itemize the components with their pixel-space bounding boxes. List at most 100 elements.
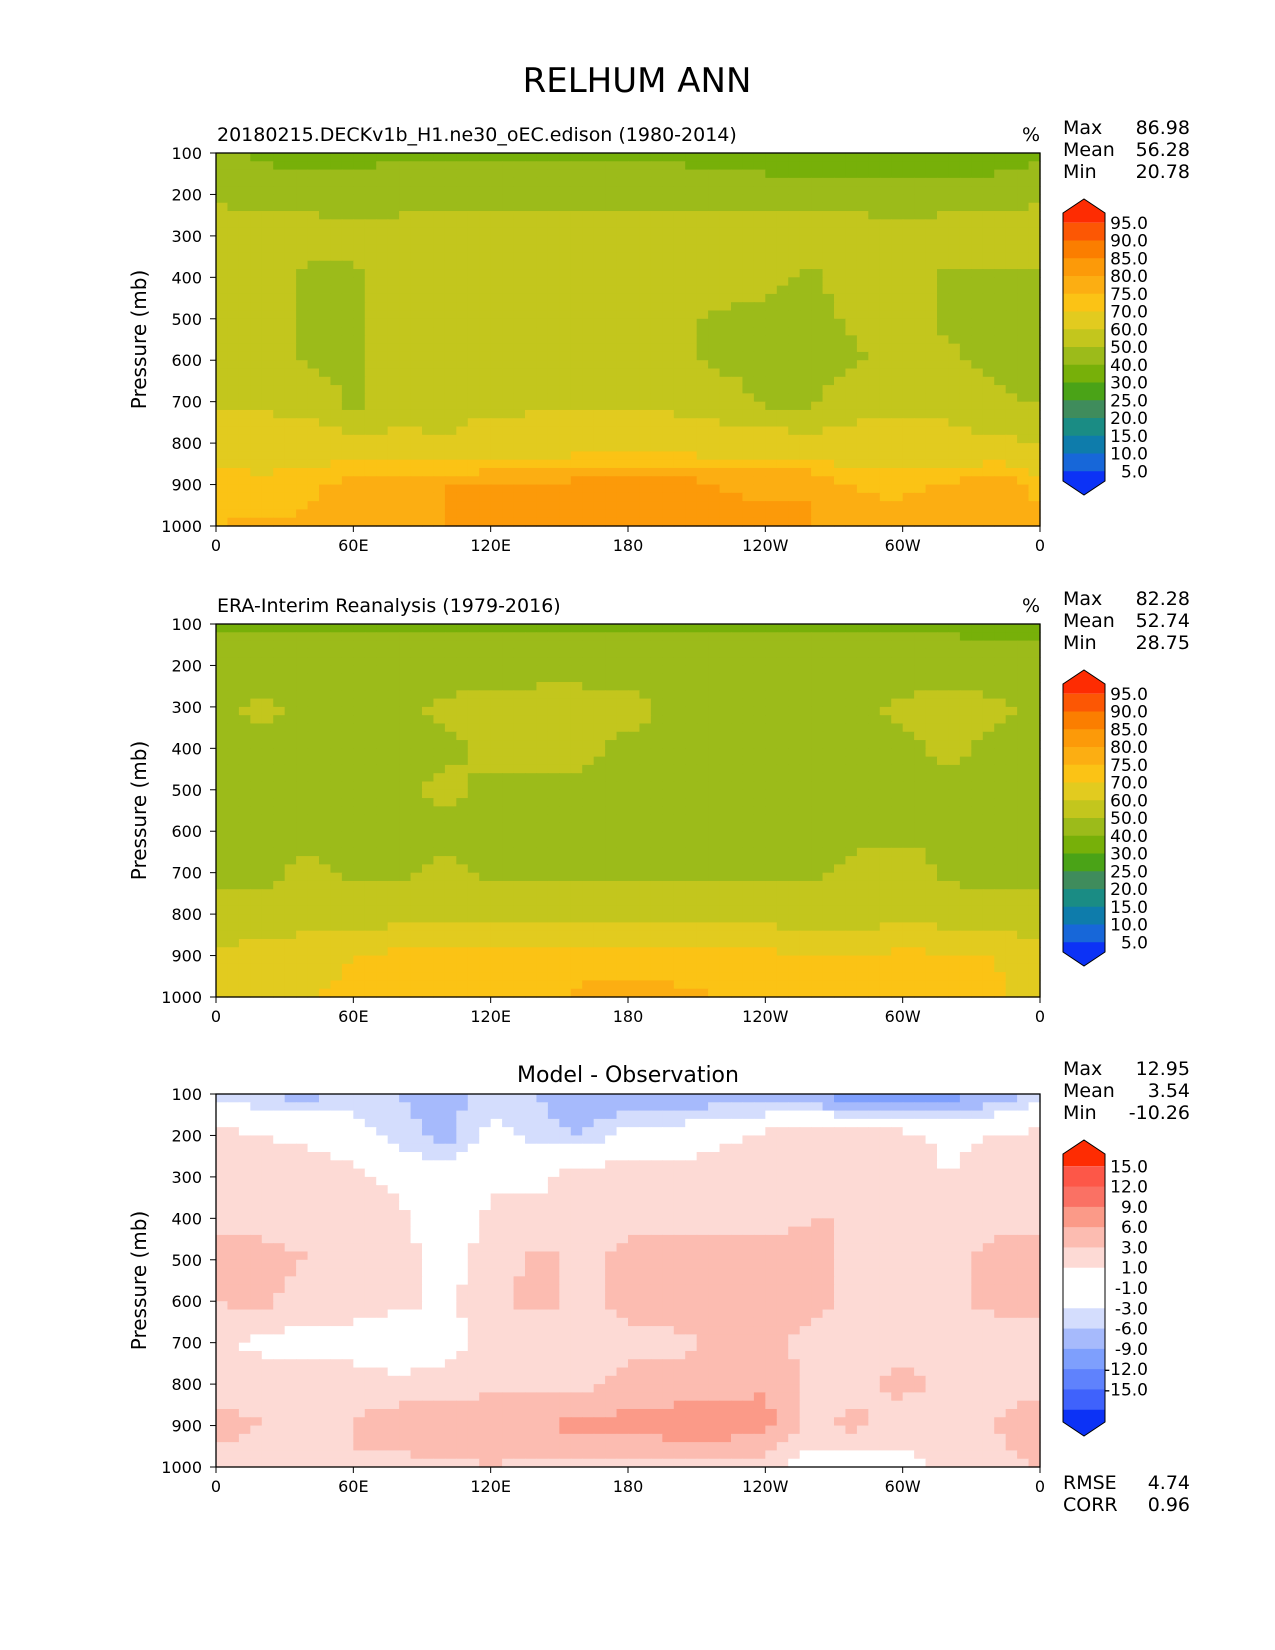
heatmap-cell: [353, 244, 366, 254]
heatmap-cell: [822, 781, 835, 791]
heatmap-cell: [650, 426, 663, 436]
heatmap-cell: [731, 723, 744, 733]
heatmap-cell: [330, 698, 343, 708]
heatmap-cell: [547, 648, 560, 658]
heatmap-cell: [399, 318, 412, 328]
heatmap-cell: [879, 748, 892, 758]
heatmap-cell: [971, 459, 984, 469]
heatmap-cell: [319, 153, 332, 162]
heatmap-cell: [444, 690, 457, 700]
heatmap-cell: [1005, 509, 1018, 519]
heatmap-cell: [570, 451, 583, 461]
heatmap-cell: [513, 327, 526, 336]
heatmap-cell: [765, 327, 778, 336]
heatmap-cell: [238, 798, 251, 807]
heatmap-cell: [536, 211, 549, 220]
heatmap-cell: [227, 260, 240, 270]
heatmap-cell: [948, 764, 961, 774]
heatmap-cell: [422, 401, 435, 411]
heatmap-cell: [868, 302, 881, 312]
heatmap-cell: [719, 376, 732, 386]
heatmap-cell: [330, 202, 343, 212]
heatmap-cell: [925, 673, 938, 683]
heatmap-cell: [776, 360, 789, 370]
heatmap-cell: [914, 443, 927, 452]
heatmap-cell: [822, 385, 835, 394]
heatmap-cell: [639, 244, 652, 254]
heatmap-cell: [353, 177, 366, 187]
heatmap-cell: [788, 401, 801, 411]
heatmap-cell: [216, 285, 229, 295]
heatmap-cell: [639, 806, 652, 816]
heatmap-cell: [467, 476, 480, 486]
heatmap-cell: [708, 723, 721, 733]
heatmap-cell: [330, 773, 343, 783]
heatmap-cell: [479, 632, 492, 642]
heatmap-cell: [811, 715, 824, 725]
heatmap-cell: [399, 368, 412, 378]
heatmap-cell: [902, 501, 915, 511]
heatmap-cell: [353, 318, 366, 328]
heatmap-cell: [261, 698, 274, 708]
heatmap-cell: [696, 443, 709, 452]
heatmap-cell: [227, 781, 240, 791]
heatmap-cell: [776, 310, 789, 320]
heatmap-cell: [250, 219, 263, 229]
heatmap-cell: [1028, 764, 1041, 774]
heatmap-cell: [845, 277, 858, 287]
heatmap-cell: [433, 227, 446, 237]
heatmap-cell: [1005, 186, 1018, 196]
heatmap-cell: [422, 161, 435, 171]
heatmap-cell: [811, 343, 824, 353]
heatmap-cell: [307, 814, 320, 824]
heatmap-cell: [399, 235, 412, 245]
heatmap-cell: [650, 418, 663, 428]
heatmap-cell: [937, 177, 950, 187]
heatmap-cell: [776, 302, 789, 312]
heatmap-cell: [330, 781, 343, 791]
heatmap-cell: [1005, 418, 1018, 428]
heatmap-cell: [330, 227, 343, 237]
heatmap-cell: [490, 351, 503, 361]
heatmap-cell: [467, 773, 480, 783]
heatmap-cell: [353, 773, 366, 783]
heatmap-cell: [765, 451, 778, 461]
heatmap-cell: [238, 434, 251, 444]
heatmap-cell: [1005, 385, 1018, 394]
heatmap-cell: [879, 517, 892, 527]
heatmap-cell: [376, 624, 389, 633]
heatmap-cell: [902, 343, 915, 353]
heatmap-cell: [856, 698, 869, 708]
heatmap-cell: [376, 434, 389, 444]
heatmap-cell: [216, 740, 229, 749]
heatmap-cell: [467, 509, 480, 519]
heatmap-cell: [994, 252, 1007, 262]
heatmap-cell: [307, 310, 320, 320]
heatmap-cell: [856, 682, 869, 691]
heatmap-cell: [731, 740, 744, 749]
heatmap-cell: [547, 640, 560, 650]
heatmap-cell: [834, 302, 847, 312]
heatmap-cell: [628, 235, 641, 245]
heatmap-cell: [238, 360, 251, 370]
heatmap-cell: [742, 773, 755, 783]
heatmap-cell: [307, 385, 320, 394]
heatmap-cell: [570, 443, 583, 452]
heatmap-cell: [364, 773, 377, 783]
heatmap-cell: [639, 194, 652, 204]
heatmap-cell: [547, 624, 560, 633]
heatmap-cell: [261, 327, 274, 336]
heatmap-cell: [856, 731, 869, 741]
heatmap-cell: [341, 227, 354, 237]
heatmap-cell: [639, 227, 652, 237]
heatmap-cell: [868, 781, 881, 791]
heatmap-cell: [959, 219, 972, 229]
heatmap-cell: [834, 756, 847, 766]
heatmap-cell: [513, 235, 526, 245]
heatmap-cell: [364, 269, 377, 278]
heatmap-cell: [296, 260, 309, 270]
units-label: %: [1022, 124, 1040, 146]
heatmap-cell: [582, 177, 595, 187]
heatmap-cell: [673, 426, 686, 436]
heatmap-cell: [433, 409, 446, 419]
